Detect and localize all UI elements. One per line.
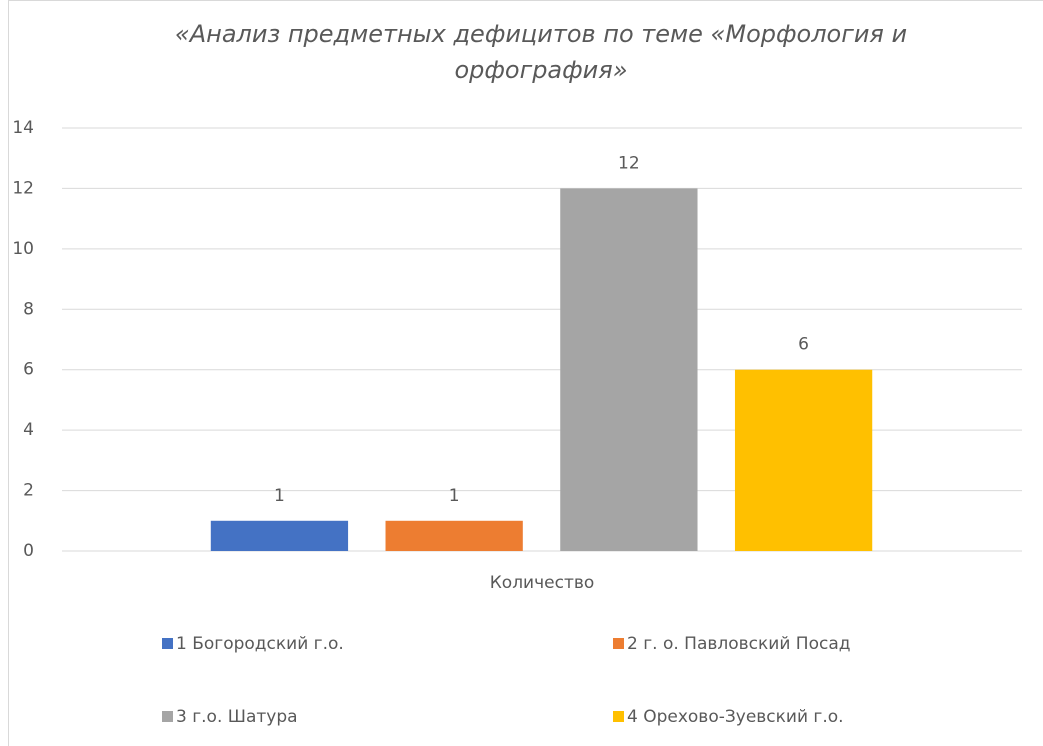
legend-label: 3 г.о. Шатура — [176, 707, 298, 727]
y-tick-label: 14 — [12, 118, 34, 138]
y-tick-label: 2 — [23, 481, 34, 501]
legend-label: 4 Орехово-Зуевский г.о. — [627, 707, 844, 727]
y-tick-label: 4 — [23, 420, 34, 440]
bar — [560, 188, 698, 551]
legend-label: 1 Богородский г.о. — [176, 634, 344, 654]
y-tick-label: 8 — [23, 299, 34, 319]
data-label: 6 — [798, 335, 809, 355]
legend-swatch — [162, 638, 173, 649]
chart-border — [8, 0, 1043, 746]
bar — [210, 520, 349, 551]
y-tick-label: 12 — [12, 178, 34, 198]
data-label: 1 — [274, 486, 285, 506]
data-label: 1 — [449, 486, 460, 506]
bar — [734, 369, 873, 551]
x-tick-label: Количество — [490, 573, 595, 593]
data-label: 12 — [618, 153, 640, 173]
legend-swatch — [162, 711, 173, 722]
y-tick-label: 6 — [23, 360, 34, 380]
legend-swatch — [613, 638, 624, 649]
y-tick-label: 10 — [12, 239, 34, 259]
y-tick-label: 0 — [23, 541, 34, 561]
legend-swatch — [613, 711, 624, 722]
bar — [385, 520, 523, 551]
legend-label: 2 г. о. Павловский Посад — [627, 634, 851, 654]
chart-title: «Анализ предметных дефицитов по теме «Мо… — [174, 20, 908, 84]
